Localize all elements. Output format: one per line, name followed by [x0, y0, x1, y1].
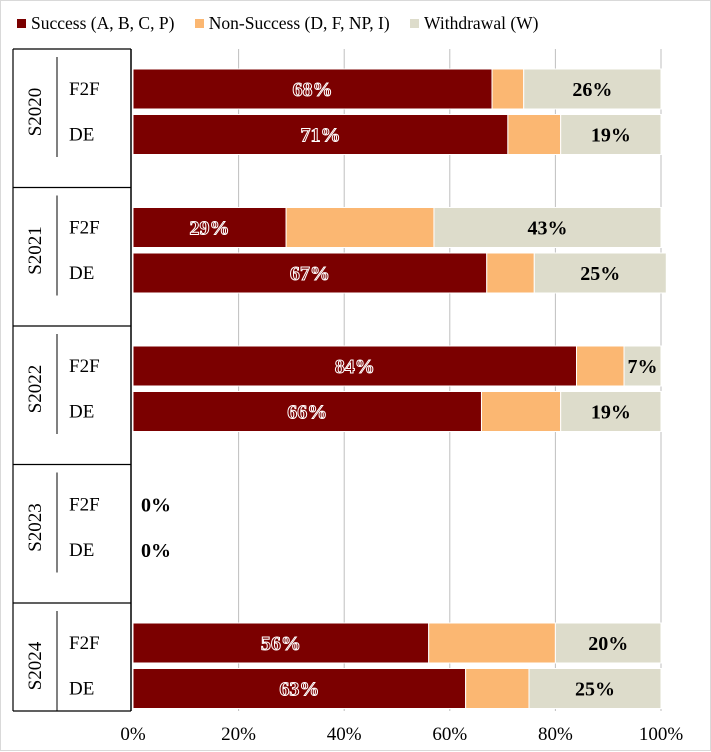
row-label: F2F: [69, 495, 100, 516]
row-label: DE: [69, 679, 94, 700]
x-tick-label: 80%: [538, 724, 573, 745]
bar-segment: [486, 252, 535, 294]
bar-segment: [523, 68, 662, 110]
legend-label-withdrawal: Withdrawal (W): [424, 13, 539, 33]
bar-segment: [433, 207, 662, 248]
legend-label-success: Success (A, B, C, P): [31, 13, 175, 33]
data-label: 68%: [293, 79, 333, 101]
bar-segment: [285, 207, 435, 248]
data-label: 43%: [527, 218, 567, 240]
legend-item-non-success: Non-Success (D, F, NP, I): [194, 13, 390, 34]
data-label: 84%: [335, 356, 375, 378]
legend: Success (A, B, C, P) Non-Success (D, F, …: [17, 13, 555, 34]
legend-swatch-withdrawal: [410, 19, 420, 28]
row-label: F2F: [69, 79, 100, 100]
group-label: S2022: [25, 365, 46, 414]
bar-segment: [428, 622, 556, 664]
data-label: 0%: [141, 540, 171, 562]
x-tick-label: 20%: [221, 724, 256, 745]
bar-segment: [528, 668, 662, 709]
data-label: 71%: [300, 125, 340, 147]
bar-segment: [465, 668, 530, 709]
row-label: F2F: [69, 356, 100, 377]
bar-segment: [533, 252, 667, 294]
legend-swatch-success: [17, 19, 26, 28]
group-label: S2024: [25, 641, 46, 690]
bar-segment: [132, 622, 430, 664]
group-label: S2023: [25, 503, 46, 552]
data-label: 29%: [190, 218, 230, 240]
x-tick-label: 0%: [120, 724, 146, 745]
legend-swatch-non-success: [194, 19, 204, 28]
row-label: DE: [69, 263, 94, 284]
legend-item-withdrawal: Withdrawal (W): [410, 13, 539, 34]
data-label: 7%: [628, 356, 658, 378]
row-label: DE: [69, 540, 94, 561]
bar-segment: [554, 622, 662, 664]
group-label: S2020: [25, 88, 46, 137]
row-label: DE: [69, 402, 94, 423]
x-tick-label: 100%: [639, 724, 684, 745]
data-label: 26%: [572, 79, 612, 101]
data-label: 19%: [591, 402, 631, 424]
bar-segment: [623, 345, 662, 387]
row-label: F2F: [69, 633, 100, 654]
data-label: 56%: [261, 633, 301, 655]
bar-segment: [491, 68, 525, 110]
bar-segment: [132, 68, 493, 110]
bar-segment: [132, 668, 467, 709]
data-label: 25%: [575, 679, 615, 701]
bar-segment: [132, 345, 578, 387]
x-tick-label: 40%: [327, 724, 362, 745]
bar-segment: [132, 252, 488, 294]
bar-segment: [132, 391, 482, 432]
data-label: 66%: [287, 402, 327, 424]
x-tick-label: 60%: [432, 724, 467, 745]
row-label: F2F: [69, 218, 100, 239]
data-label: 67%: [290, 263, 330, 285]
bar-segment: [480, 391, 562, 432]
bar-segment: [560, 391, 662, 432]
legend-item-success: Success (A, B, C, P): [17, 13, 174, 34]
bar-segment: [132, 114, 509, 155]
data-label: 25%: [580, 263, 620, 285]
data-label: 63%: [279, 679, 319, 701]
bar-segment: [560, 114, 662, 155]
legend-label-non-success: Non-Success (D, F, NP, I): [208, 13, 390, 33]
bar-segment: [576, 345, 625, 387]
group-label: S2021: [25, 226, 46, 275]
data-label: 0%: [141, 495, 171, 517]
bar-segment: [507, 114, 562, 155]
row-label: DE: [69, 125, 94, 146]
data-label: 19%: [591, 125, 631, 147]
data-label: 20%: [588, 633, 628, 655]
